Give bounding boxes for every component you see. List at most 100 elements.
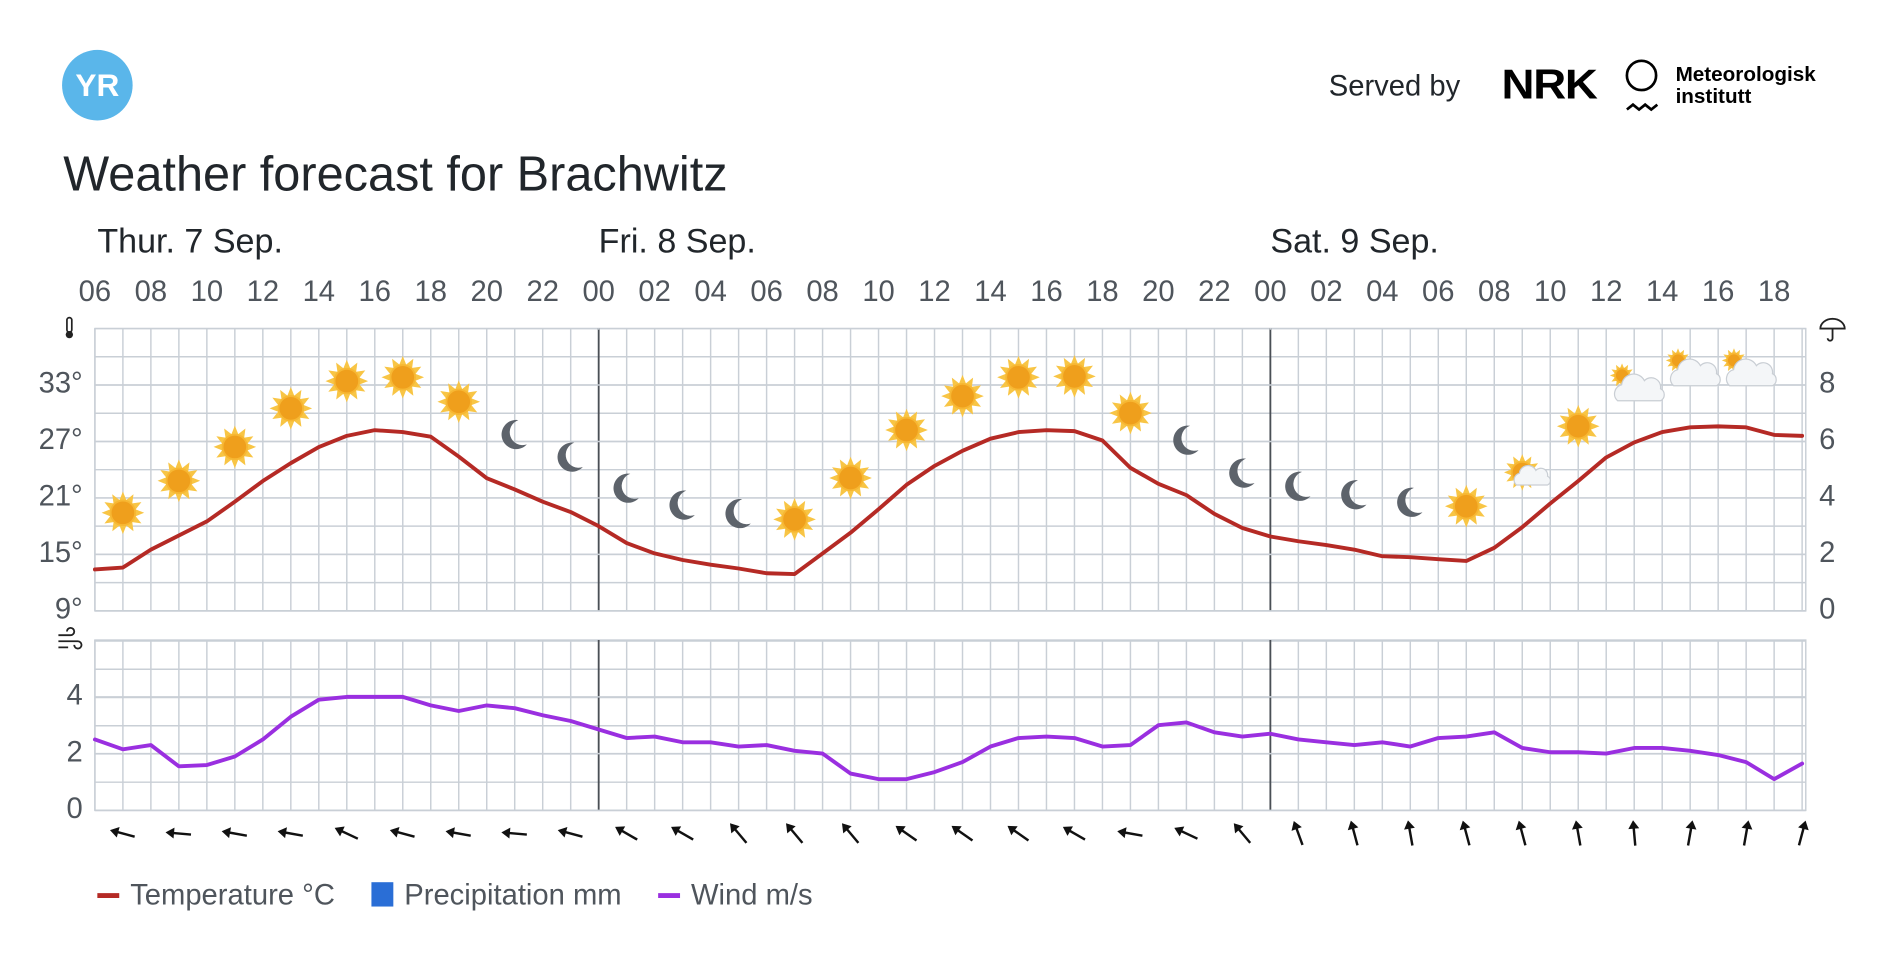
cloud [1613,373,1665,402]
x-tick-label: 06 [79,276,111,308]
weather-symbol [157,459,201,503]
x-tick-label: 08 [135,276,167,308]
day-label: Fri. 8 Sep. [599,222,756,260]
arrow-head [671,826,682,836]
weather-symbol [1609,363,1665,402]
arrow-head [277,827,287,839]
y-tick-label: 21° [39,481,83,513]
thermometer-icon [65,316,74,339]
arrow-head [615,826,626,836]
wind-arrow [1628,820,1640,846]
arrow-head [1347,820,1359,831]
arrow-head [1571,820,1583,830]
wind-arrow [671,826,694,841]
x-tick-label: 18 [415,276,447,308]
moon [557,442,583,472]
moon [501,419,527,450]
wind-arrow [1117,827,1143,839]
wind-arrow [1797,820,1809,846]
met-text: institutt [1676,85,1752,108]
weather-symbol [1109,391,1152,435]
wind-arrow [841,823,860,844]
day-label: Sat. 9 Sep. [1270,222,1439,260]
x-tick-label: 00 [1254,276,1286,308]
sun-disc [1117,399,1144,427]
sun-disc [221,433,249,461]
x-tick-label: 08 [1478,276,1510,308]
wind-arrow [895,825,918,842]
y-tick-label: 33° [39,368,83,400]
weather-symbol [1444,484,1488,528]
y2-tick-label: 6 [1819,424,1835,456]
wind-arrow [501,827,527,839]
weather-symbol [997,356,1040,399]
weather-symbol [325,359,369,403]
weather-symbol [613,473,639,503]
wind-icon [58,627,83,650]
x-tick-label: 20 [470,276,502,308]
y2-tick-label: 8 [1819,368,1835,400]
x-tick-label: 16 [1030,276,1062,308]
sun-disc [109,499,137,526]
served-by: Served by [1329,70,1461,102]
wind-arrow [445,827,471,839]
moon [613,473,639,503]
arrow-head [109,826,120,838]
x-tick-label: 10 [191,276,223,308]
x-tick-label: 14 [974,276,1006,308]
minor-grid [94,640,1806,812]
y-tick-label: 15° [39,537,83,569]
weather-symbol [1397,487,1423,517]
x-tick-label: 18 [1086,276,1118,308]
logo-text: YR [75,67,119,103]
arrow-head [1404,820,1415,830]
x-tick-label: 06 [750,276,782,308]
legend-label: Temperature °C [130,880,335,912]
wind-arrow [615,826,638,841]
weather-symbol [1665,348,1721,387]
y-tick-label: 9° [55,594,83,626]
sun-disc [949,382,976,410]
x-tick-label: 10 [1534,276,1566,308]
cloud [1725,358,1777,387]
arrow-head [501,827,511,839]
arrow-head [841,823,852,834]
icon-part [66,316,73,334]
moon [725,498,751,529]
sun-disc [837,464,864,492]
sun-disc [1565,413,1592,440]
cloud [1513,464,1551,486]
y-tick-label: 2 [67,736,83,768]
arrow-head [1062,826,1073,836]
sun-disc [1061,363,1088,390]
x-tick-label: 02 [1310,276,1342,308]
x-tick-label: 04 [694,276,726,308]
sun-disc [389,364,416,391]
wind-arrow [1685,820,1697,846]
wind-arrow [221,827,248,839]
arrow-head [730,823,740,834]
wind-arrow [109,826,135,838]
sun-disc [781,506,808,533]
cloud [1669,358,1721,387]
wind-arrow [785,823,804,844]
weather-symbol [213,425,257,469]
arrow-head [557,826,568,838]
legend-label: Precipitation mm [404,880,621,912]
arrow-head [1515,820,1527,831]
icon-part [65,330,74,339]
arrow-head [221,827,232,839]
weather-symbol [1285,471,1311,501]
arrow-head [1459,820,1471,831]
weather-symbol [1556,404,1600,448]
arrow-head [1007,825,1018,836]
wind-arrow [557,826,583,838]
moon [1173,425,1199,455]
wind-arrow [1741,820,1753,846]
arrow-head [389,826,400,838]
weather-symbol [501,419,527,450]
weather-symbol [1341,480,1367,510]
sun-disc [333,367,360,395]
sun-disc [165,467,193,494]
x-tick-label: 00 [582,276,614,308]
